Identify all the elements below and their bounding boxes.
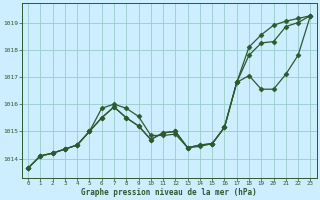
X-axis label: Graphe pression niveau de la mer (hPa): Graphe pression niveau de la mer (hPa) — [81, 188, 257, 197]
